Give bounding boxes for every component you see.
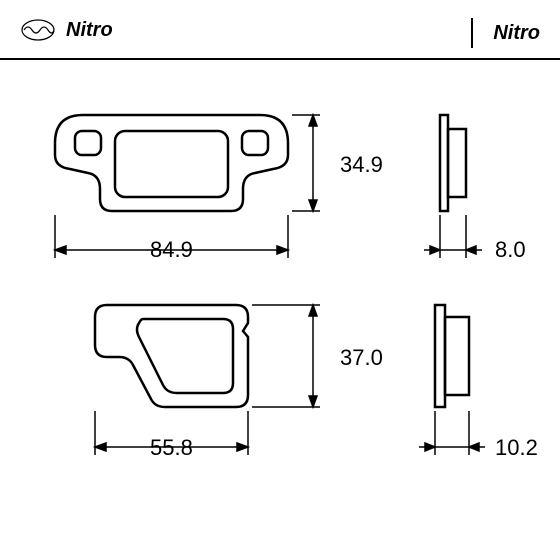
brand-left: Nitro <box>66 19 113 42</box>
label-h2: 37.0 <box>340 345 383 371</box>
label-w2: 55.8 <box>150 435 193 461</box>
technical-diagram <box>0 60 560 560</box>
dim-t1 <box>424 215 482 258</box>
pad-top-front <box>55 115 288 211</box>
pad-top-side <box>440 115 466 211</box>
dim-t2 <box>419 411 485 455</box>
header-right: Nitro <box>471 18 540 48</box>
label-t2: 10.2 <box>495 435 538 461</box>
dim-h2 <box>252 305 320 407</box>
header: Nitro Nitro <box>0 0 560 60</box>
label-h1: 34.9 <box>340 152 383 178</box>
header-left: Nitro <box>20 18 113 42</box>
logo-icon <box>20 18 56 42</box>
dim-h1 <box>292 115 320 211</box>
label-t1: 8.0 <box>495 237 526 263</box>
brand-right: Nitro <box>493 22 540 45</box>
pad-bottom-front <box>95 305 248 407</box>
label-w1: 84.9 <box>150 237 193 263</box>
pad-bottom-side <box>435 305 469 407</box>
